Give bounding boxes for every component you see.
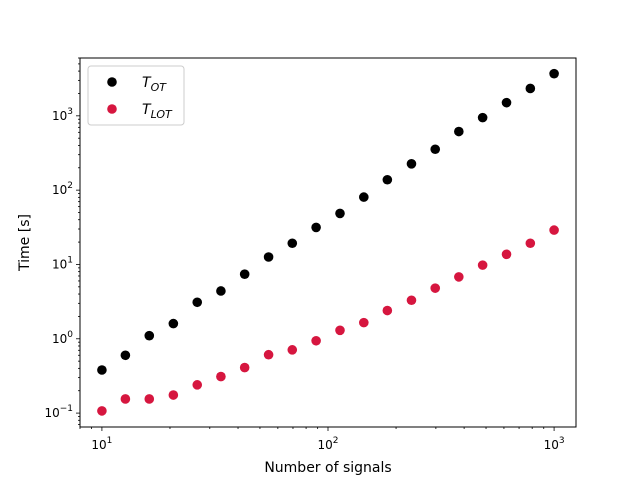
- data-point: [335, 208, 345, 219]
- data-point: [525, 238, 536, 249]
- data-point: [335, 325, 345, 336]
- x-tick-label: 102: [317, 436, 338, 452]
- y-tick-label: 101: [52, 255, 73, 271]
- data-marks: [97, 68, 559, 416]
- data-point: [311, 335, 321, 346]
- y-tick-label: 100: [52, 330, 73, 346]
- data-point: [168, 390, 179, 400]
- legend-marker: [107, 77, 117, 87]
- series-tot: [97, 68, 559, 375]
- data-point: [406, 295, 417, 306]
- y-tick-label: 103: [52, 107, 73, 123]
- data-point: [144, 330, 155, 341]
- data-point: [216, 371, 226, 382]
- data-point: [97, 365, 107, 375]
- legend: TOT TLOT: [87, 65, 185, 126]
- x-tick-label: 103: [544, 436, 565, 452]
- x-tick-label: 101: [91, 436, 112, 452]
- y-axis-ticks: 10−1 100 101 102 103: [44, 57, 80, 426]
- data-point: [525, 83, 536, 94]
- data-point: [430, 144, 441, 155]
- legend-label: TLOT: [142, 102, 173, 121]
- x-axis-ticks: 101 102 103: [79, 427, 565, 452]
- data-point: [239, 269, 250, 279]
- data-point: [549, 225, 559, 235]
- series-tlot: [97, 225, 559, 416]
- y-axis-label: Time [s]: [17, 214, 33, 272]
- data-point: [454, 272, 464, 282]
- data-point: [406, 159, 417, 169]
- data-point: [382, 174, 393, 185]
- data-point: [359, 317, 369, 328]
- data-point: [144, 394, 155, 404]
- data-point: [287, 238, 298, 249]
- data-point: [192, 380, 203, 390]
- data-point: [263, 252, 274, 262]
- legend-marker: [107, 104, 117, 114]
- data-point: [477, 260, 488, 270]
- data-point: [263, 349, 274, 360]
- data-point: [120, 350, 131, 361]
- data-point: [192, 297, 203, 308]
- data-point: [430, 283, 441, 293]
- data-point: [382, 305, 393, 316]
- y-tick-label: 102: [52, 181, 73, 197]
- y-tick-label: 10−1: [44, 404, 73, 420]
- data-point: [168, 318, 179, 329]
- data-point: [311, 222, 321, 233]
- data-point: [359, 192, 369, 202]
- data-point: [454, 126, 464, 137]
- data-point: [549, 68, 559, 79]
- data-point: [239, 362, 250, 373]
- data-point: [216, 286, 226, 296]
- data-point: [97, 406, 107, 416]
- data-point: [501, 97, 512, 108]
- data-point: [477, 112, 488, 123]
- data-point: [501, 249, 512, 260]
- data-point: [287, 345, 298, 355]
- data-point: [120, 394, 131, 404]
- x-axis-label: Number of signals: [264, 460, 391, 476]
- legend-label: TOT: [142, 75, 167, 94]
